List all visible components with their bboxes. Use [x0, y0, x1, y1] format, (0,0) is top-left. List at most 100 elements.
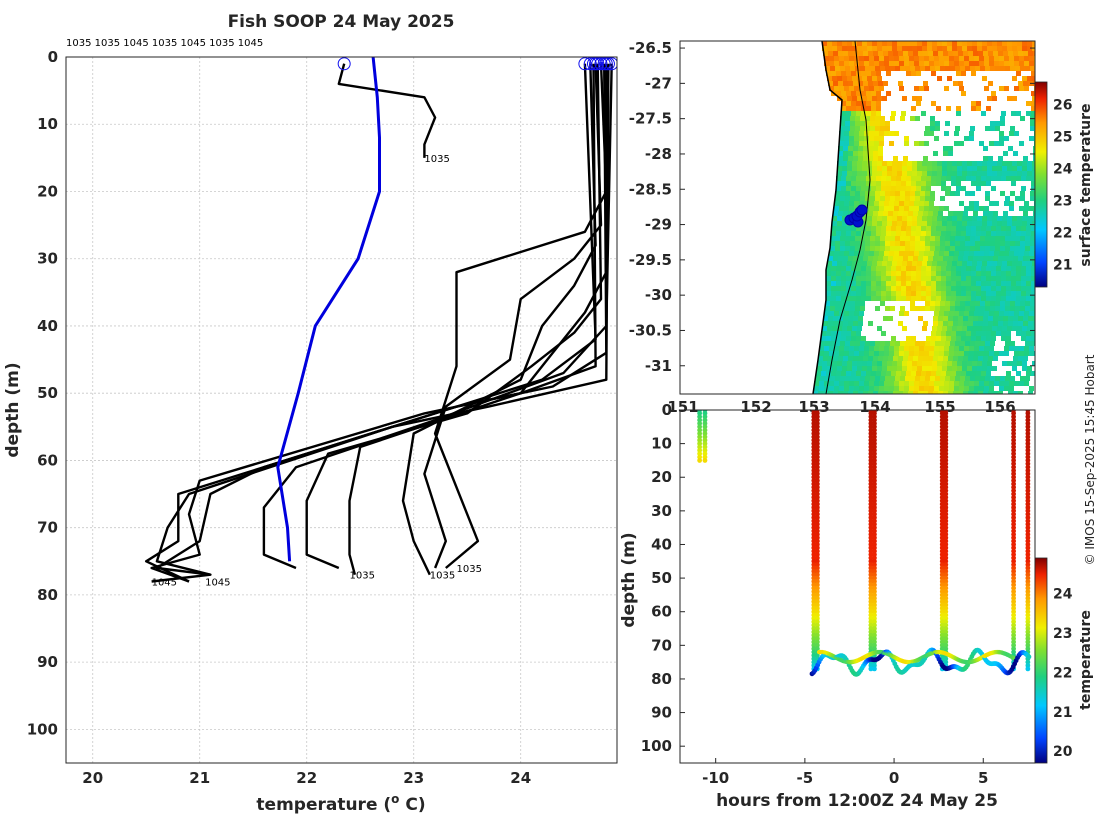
sst-cell [877, 76, 882, 81]
sst-cell [869, 386, 874, 391]
sst-cell [853, 51, 858, 56]
sst-cell [1033, 211, 1035, 216]
sst-cell [1017, 171, 1022, 176]
sst-cell [880, 301, 885, 306]
sst-cell [852, 46, 857, 51]
sst-cell [933, 391, 938, 394]
sst-cell [1020, 191, 1025, 196]
section-dot [868, 478, 874, 483]
sst-cell [1028, 391, 1033, 394]
sst-cell [866, 91, 871, 96]
sst-cell [994, 351, 999, 356]
sst-cell [892, 216, 897, 221]
sst-cell [910, 66, 915, 71]
sst-cell [891, 266, 896, 271]
sst-cell [869, 141, 874, 146]
sst-cell [881, 286, 886, 291]
section-dot [1011, 521, 1016, 527]
sst-cell [955, 191, 960, 196]
sst-cell [864, 381, 869, 386]
sst-cell [987, 261, 992, 266]
sst-cell [974, 56, 979, 61]
sst-cell [1021, 336, 1026, 341]
sst-cell [916, 101, 921, 106]
profile-start-circle [597, 57, 611, 71]
sst-cell [875, 116, 880, 121]
sst-cell [821, 371, 826, 376]
sst-cell [911, 231, 916, 236]
section-dot [1011, 616, 1016, 621]
sst-cell [915, 306, 920, 311]
section-dot [868, 599, 874, 605]
sst-cell [882, 41, 887, 46]
sst-cell [955, 246, 960, 251]
sst-cell [996, 176, 1001, 181]
sst-cell [894, 56, 899, 61]
sst-cell [956, 286, 961, 291]
sst-cell [831, 291, 836, 296]
sst-cell [867, 216, 872, 221]
section-dot [814, 458, 820, 463]
section-dot [939, 622, 945, 628]
sst-cell [949, 381, 954, 386]
section-dot [814, 599, 820, 605]
section-dot [872, 636, 877, 642]
sst-cell [1002, 326, 1007, 331]
section-dot [811, 602, 817, 608]
sst-cell [839, 351, 844, 356]
sst-cell [891, 271, 896, 276]
section-dot [939, 474, 945, 480]
sst-cell [866, 286, 871, 291]
sst-cell [886, 91, 891, 96]
sst-cell [951, 266, 956, 271]
sst-cell [968, 321, 973, 326]
profile-start-markers [337, 57, 617, 71]
sst-cell [955, 376, 960, 381]
sst-cell [1019, 141, 1024, 146]
section-dot [868, 582, 874, 588]
sst-cell [942, 221, 947, 226]
sst-cell [940, 376, 945, 381]
sst-cell [1000, 236, 1005, 241]
sst-cell [969, 56, 974, 61]
section-dot [872, 481, 877, 487]
sst-cell [954, 311, 959, 316]
sst-cell [926, 181, 931, 186]
sst-cell [861, 186, 866, 191]
sst-cell [875, 341, 880, 346]
section-dot [939, 626, 945, 631]
sst-cell [867, 96, 872, 101]
sst-cell [1023, 51, 1028, 56]
sst-cell [855, 116, 860, 121]
sst-cell [939, 381, 944, 386]
sst-cell [959, 346, 964, 351]
sst-cell [862, 221, 867, 226]
section-dot [872, 508, 877, 514]
sst-cell [960, 376, 965, 381]
sst-cell [957, 171, 962, 176]
sst-cell [1025, 301, 1030, 306]
section-dot [1025, 548, 1031, 554]
sst-cell [946, 291, 951, 296]
section-dot [811, 605, 817, 611]
sst-cell [926, 271, 931, 276]
section-dot [943, 521, 949, 527]
sst-cell [918, 256, 923, 261]
sst-cell [871, 371, 876, 376]
sst-cell [1027, 46, 1032, 51]
sst-cell [864, 136, 869, 141]
sst-cell [992, 166, 997, 171]
sst-cell [867, 41, 872, 46]
section-dot [814, 431, 820, 436]
section-dot [814, 437, 820, 443]
sst-cell [888, 391, 893, 394]
sst-cell [849, 61, 854, 66]
sst-cell [845, 246, 850, 251]
sst-cell [868, 146, 873, 151]
sst-cell [971, 271, 976, 276]
section-dot [1025, 515, 1031, 520]
sst-cell [952, 161, 957, 166]
sst-cell [890, 306, 895, 311]
sst-cell [854, 381, 859, 386]
section-dot [943, 535, 949, 541]
